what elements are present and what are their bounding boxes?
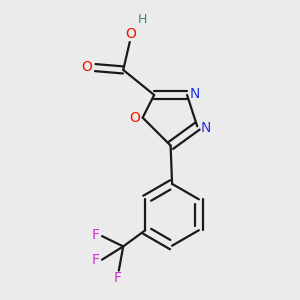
Text: F: F xyxy=(113,271,121,285)
Text: F: F xyxy=(92,253,100,267)
Text: H: H xyxy=(137,13,147,26)
Text: O: O xyxy=(125,27,136,41)
Text: F: F xyxy=(92,228,100,242)
Text: O: O xyxy=(82,60,92,74)
Text: O: O xyxy=(129,111,140,124)
Text: N: N xyxy=(200,121,211,135)
Text: N: N xyxy=(190,86,200,100)
